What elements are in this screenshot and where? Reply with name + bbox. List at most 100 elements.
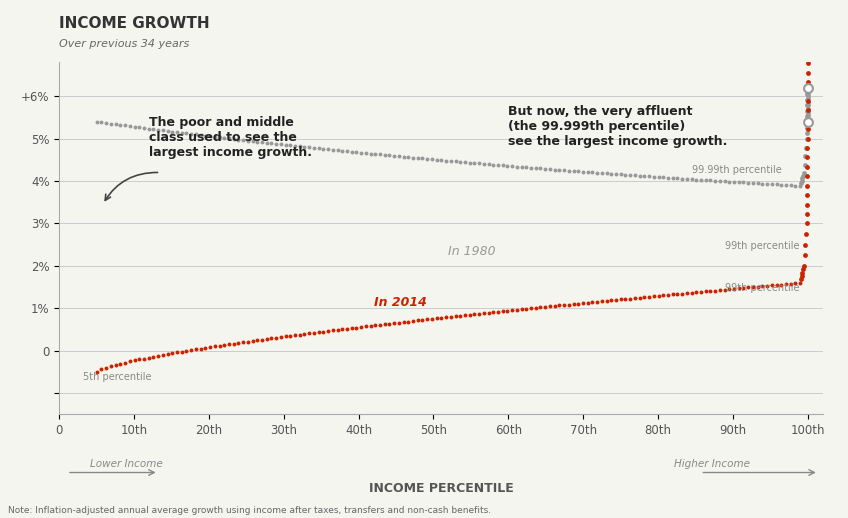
Point (510, 306, 524, 314)
Point (454, 312, 467, 320)
Point (104, 119, 118, 127)
Point (208, 342, 221, 351)
Point (770, 281, 784, 289)
Point (728, 178, 741, 186)
Point (801, 124, 814, 132)
Point (566, 167, 580, 175)
Point (416, 316, 429, 324)
Point (421, 315, 434, 324)
Point (477, 309, 491, 318)
Point (619, 170, 633, 179)
Point (184, 130, 198, 138)
Point (425, 155, 438, 164)
Point (695, 176, 708, 184)
Point (402, 153, 416, 161)
Point (713, 286, 727, 294)
Point (524, 164, 538, 172)
Point (548, 165, 561, 174)
Point (689, 288, 703, 296)
Point (340, 325, 354, 333)
Point (298, 330, 311, 338)
Point (439, 313, 453, 322)
Point (801, 87, 814, 95)
Point (684, 289, 698, 297)
Point (784, 181, 797, 190)
Point (797, 169, 811, 177)
Point (359, 149, 372, 157)
Point (458, 311, 471, 320)
Point (194, 344, 208, 353)
Point (801, 153, 814, 162)
Point (213, 133, 226, 141)
Point (801, 95, 814, 104)
Point (132, 355, 146, 364)
Point (434, 314, 448, 322)
Point (774, 181, 788, 189)
Point (180, 347, 193, 355)
Point (529, 164, 543, 172)
Point (500, 162, 514, 170)
Point (496, 307, 510, 315)
Point (472, 310, 486, 318)
Point (801, 84, 814, 92)
Point (316, 327, 330, 336)
Point (369, 321, 382, 329)
Point (227, 135, 241, 143)
Point (496, 161, 510, 169)
Point (590, 168, 604, 177)
Point (373, 150, 387, 159)
Point (586, 298, 600, 306)
Point (321, 327, 335, 335)
Text: In 2014: In 2014 (374, 296, 427, 309)
Point (671, 174, 684, 182)
Point (779, 280, 793, 288)
Point (656, 173, 670, 181)
Point (354, 323, 368, 331)
Point (165, 127, 179, 136)
Point (680, 175, 694, 183)
Text: 99.99th percentile: 99.99th percentile (692, 165, 781, 175)
Point (801, 91, 814, 99)
Point (444, 157, 458, 165)
Point (800, 230, 813, 238)
Point (463, 311, 477, 319)
Point (283, 332, 297, 340)
Point (369, 150, 382, 158)
Point (801, 106, 814, 114)
Point (800, 219, 813, 227)
Point (198, 344, 212, 352)
Point (746, 179, 760, 187)
Text: Higher Income: Higher Income (674, 459, 750, 469)
Point (680, 289, 694, 297)
Point (794, 179, 807, 188)
Point (801, 200, 814, 209)
Point (642, 172, 656, 181)
Point (799, 240, 812, 249)
Point (789, 181, 802, 190)
Point (222, 340, 236, 349)
Point (684, 175, 698, 183)
Point (765, 281, 778, 290)
Point (477, 160, 491, 168)
Point (246, 337, 259, 345)
Point (402, 318, 416, 326)
Point (801, 116, 814, 124)
Point (250, 137, 264, 146)
Point (241, 136, 254, 145)
Point (741, 283, 755, 292)
Point (801, 84, 814, 92)
Point (717, 285, 731, 294)
Point (425, 315, 438, 323)
Point (609, 170, 622, 178)
Point (90, 368, 103, 376)
Point (274, 333, 287, 341)
Point (119, 121, 132, 130)
Point (123, 122, 137, 130)
Point (609, 296, 622, 304)
Point (161, 350, 175, 358)
Point (312, 144, 326, 152)
Point (801, 112, 814, 121)
Point (260, 335, 274, 343)
Point (798, 161, 812, 169)
Point (505, 306, 519, 314)
